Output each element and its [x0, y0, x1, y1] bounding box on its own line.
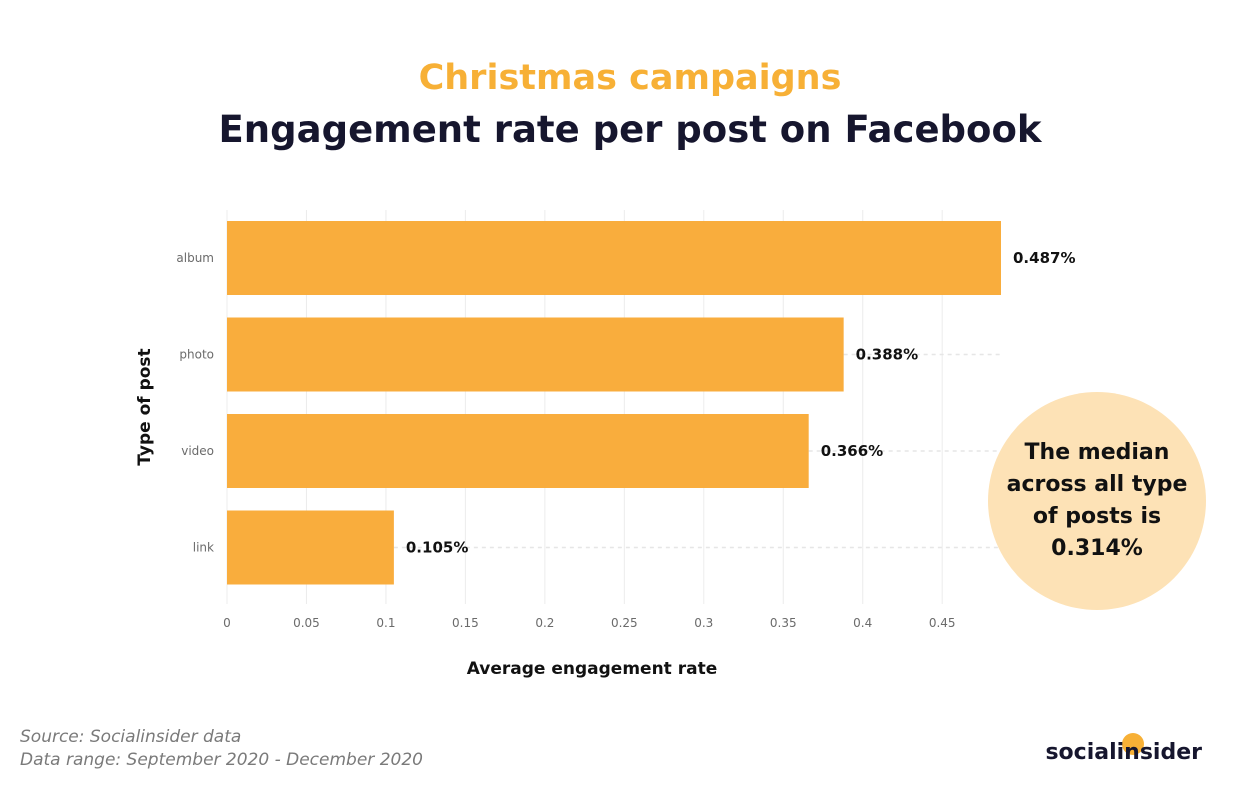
category-label: video — [181, 444, 214, 458]
category-label: photo — [179, 348, 214, 362]
brand-logo-dot — [1122, 733, 1144, 755]
value-label: 0.388% — [856, 346, 918, 364]
category-label: link — [193, 541, 214, 555]
bar-album — [227, 221, 1001, 295]
value-label: 0.105% — [406, 539, 468, 557]
source-note: Source: Socialinsider data — [20, 727, 242, 747]
median-callout-label: The median across all type of posts is — [1006, 440, 1188, 529]
median-callout-value: 0.314% — [1051, 536, 1143, 561]
chart-supertitle: Christmas campaigns — [418, 58, 842, 98]
value-labels: 0.487% 0.388% 0.366% 0.105% — [406, 249, 1076, 557]
x-axis-title: Average engagement rate — [467, 659, 718, 679]
x-tick-label: 0.35 — [770, 616, 797, 630]
chart-title: Engagement rate per post on Facebook — [218, 108, 1042, 151]
x-tick-label: 0.1 — [376, 616, 395, 630]
x-tick-label: 0.45 — [929, 616, 956, 630]
bar-photo — [227, 317, 844, 392]
value-label: 0.366% — [821, 442, 883, 460]
x-tick-label: 0.4 — [853, 616, 872, 630]
median-guide-lines — [393, 257, 1001, 549]
x-tick-label: 0.25 — [611, 616, 638, 630]
x-tick-labels: 0 0.05 0.1 0.15 0.2 0.25 0.3 0.35 0.4 0.45 — [223, 616, 955, 630]
x-tick-label: 0.15 — [452, 616, 479, 630]
x-tick-label: 0.2 — [535, 616, 554, 630]
bar-link — [227, 510, 394, 585]
bar-video — [227, 414, 809, 488]
y-axis-title: Type of post — [135, 348, 155, 465]
median-callout-text: The median across all type of posts is 0… — [997, 437, 1197, 565]
x-tick-label: 0.05 — [293, 616, 320, 630]
value-label: 0.487% — [1013, 249, 1075, 267]
x-tick-label: 0 — [223, 616, 231, 630]
median-callout: The median across all type of posts is 0… — [988, 392, 1206, 610]
x-tick-label: 0.3 — [694, 616, 713, 630]
category-label: album — [176, 251, 214, 265]
category-labels: album photo video link — [176, 251, 214, 555]
bars — [227, 221, 1001, 585]
brand-logo: socialinsider — [1045, 740, 1202, 765]
data-range-note: Data range: September 2020 - December 20… — [20, 750, 423, 770]
